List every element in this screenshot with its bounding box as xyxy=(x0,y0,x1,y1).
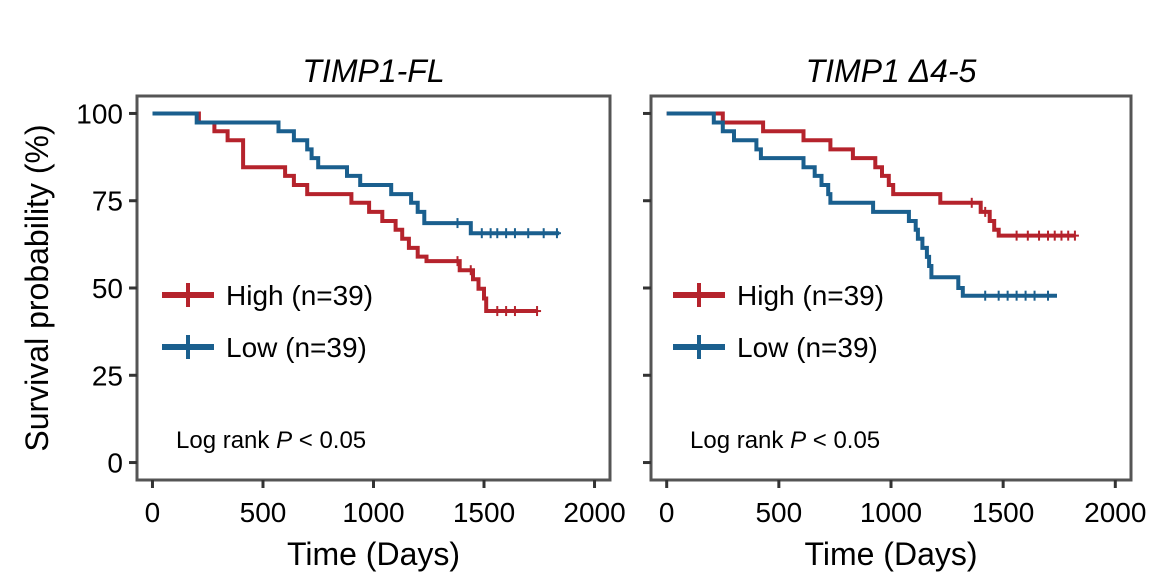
annot-pre: Log rank xyxy=(176,427,276,454)
annot-post: < 0.05 xyxy=(292,427,366,454)
y-axis-title: Survival probability (%) xyxy=(19,124,55,451)
series-line-low xyxy=(666,111,1057,298)
x-tick-label: 1000 xyxy=(342,497,404,528)
x-tick-label: 1500 xyxy=(453,497,515,528)
legend-label: Low (n=39) xyxy=(226,332,367,363)
annot-pre: Log rank xyxy=(690,427,790,454)
log-rank-annotation: Log rank P < 0.05 xyxy=(176,427,366,454)
annot-p: P xyxy=(276,427,292,454)
x-tick-label: 1000 xyxy=(860,497,922,528)
log-rank-annotation: Log rank P < 0.05 xyxy=(690,427,880,454)
plot-frame xyxy=(135,94,612,482)
y-tick-label: 100 xyxy=(76,98,123,129)
annot-post: < 0.05 xyxy=(806,427,880,454)
x-axis-title: Time (Days) xyxy=(287,536,460,572)
y-tick-label: 0 xyxy=(107,448,123,479)
x-tick-label: 0 xyxy=(659,497,675,528)
y-tick-label: 75 xyxy=(92,186,123,217)
panel-timp1-delta4-5: TIMP1 Δ4-5 0 500 1000 1500 2000 Time (Days) Hig… xyxy=(643,53,1146,572)
legend-label: High (n=39) xyxy=(226,280,373,311)
y-tick-label: 50 xyxy=(92,273,123,304)
chart-title: TIMP1 Δ4-5 xyxy=(806,53,977,89)
x-tick-label: 2000 xyxy=(1084,497,1146,528)
y-tick-label: 25 xyxy=(92,360,123,391)
x-tick-label: 0 xyxy=(145,497,161,528)
x-tick-label: 1500 xyxy=(972,497,1034,528)
legend-label: High (n=39) xyxy=(737,280,884,311)
legend-label: Low (n=39) xyxy=(737,332,878,363)
series-line-low xyxy=(152,111,560,236)
series-line-high xyxy=(666,111,1075,238)
x-tick-label: 500 xyxy=(240,497,287,528)
x-tick-label: 2000 xyxy=(563,497,625,528)
plot-frame xyxy=(649,94,1133,482)
x-axis-title: Time (Days) xyxy=(804,536,977,572)
annot-p: P xyxy=(790,427,806,454)
chart-title: TIMP1-FL xyxy=(302,53,444,89)
x-tick-label: 500 xyxy=(755,497,802,528)
series-line-high xyxy=(152,111,538,313)
